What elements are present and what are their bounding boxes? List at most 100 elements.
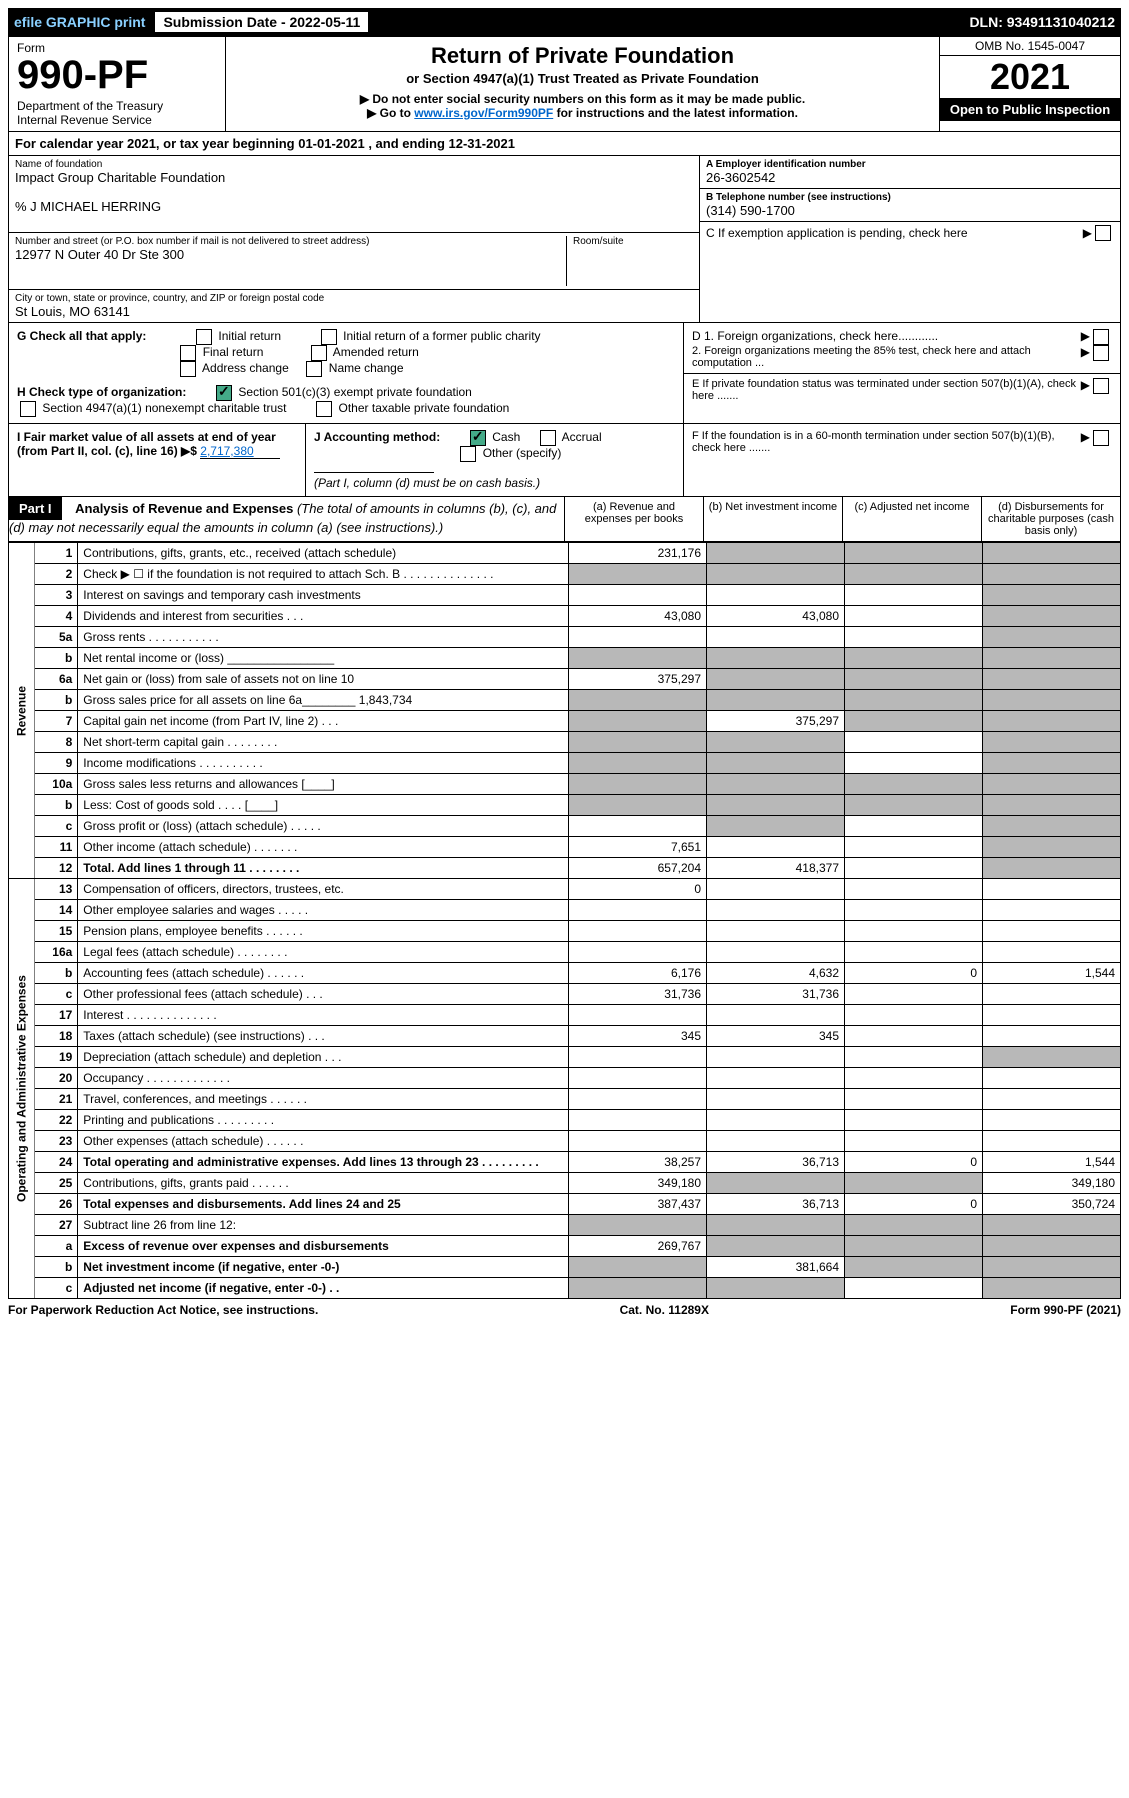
- j-label: J Accounting method:: [314, 430, 440, 444]
- table-row: Operating and Administrative Expenses13C…: [9, 879, 1121, 900]
- cell-value: [707, 627, 845, 648]
- cell-value: 381,664: [707, 1257, 845, 1278]
- cell-value: [707, 648, 845, 669]
- footer-left: For Paperwork Reduction Act Notice, see …: [8, 1303, 318, 1317]
- top-bar: efile GRAPHIC print Submission Date - 20…: [8, 8, 1121, 36]
- cell-value: [569, 1047, 707, 1068]
- cell-value: [707, 942, 845, 963]
- row-description: Excess of revenue over expenses and disb…: [78, 1236, 569, 1257]
- other-method-checkbox[interactable]: [460, 446, 476, 462]
- row-description: Occupancy . . . . . . . . . . . . .: [78, 1068, 569, 1089]
- row-description: Compensation of officers, directors, tru…: [78, 879, 569, 900]
- cell-value: [707, 1047, 845, 1068]
- row-number: b: [35, 963, 78, 984]
- row-number: 7: [35, 711, 78, 732]
- 501c3-checkbox[interactable]: [216, 385, 232, 401]
- row-number: 5a: [35, 627, 78, 648]
- table-row: 7Capital gain net income (from Part IV, …: [9, 711, 1121, 732]
- 4947-checkbox[interactable]: [20, 401, 36, 417]
- table-row: 9Income modifications . . . . . . . . . …: [9, 753, 1121, 774]
- 60month-checkbox[interactable]: [1093, 430, 1109, 446]
- cell-value: 349,180: [983, 1173, 1121, 1194]
- cell-value: [707, 564, 845, 585]
- exemption-pending-label: C If exemption application is pending, c…: [706, 226, 1083, 240]
- cell-value: [707, 669, 845, 690]
- row-number: 21: [35, 1089, 78, 1110]
- row-description: Dividends and interest from securities .…: [78, 606, 569, 627]
- row-number: c: [35, 984, 78, 1005]
- other-taxable-checkbox[interactable]: [316, 401, 332, 417]
- row-description: Check ▶ ☐ if the foundation is not requi…: [78, 564, 569, 585]
- cell-value: [983, 585, 1121, 606]
- cell-value: [569, 900, 707, 921]
- cell-value: [845, 1236, 983, 1257]
- row-description: Total expenses and disbursements. Add li…: [78, 1194, 569, 1215]
- opt-cash: Cash: [492, 430, 520, 444]
- foreign-85-checkbox[interactable]: [1093, 345, 1109, 361]
- cell-value: [707, 921, 845, 942]
- row-description: Gross sales less returns and allowances …: [78, 774, 569, 795]
- d2-label: 2. Foreign organizations meeting the 85%…: [692, 345, 1081, 369]
- row-description: Gross sales price for all assets on line…: [78, 690, 569, 711]
- cell-value: [983, 1278, 1121, 1299]
- address-change-checkbox[interactable]: [180, 361, 196, 377]
- initial-return-checkbox[interactable]: [196, 329, 212, 345]
- row-number: 22: [35, 1110, 78, 1131]
- cell-value: [845, 774, 983, 795]
- cell-value: [983, 1215, 1121, 1236]
- exemption-checkbox[interactable]: [1095, 225, 1111, 241]
- fmv-value[interactable]: 2,717,380: [200, 444, 280, 459]
- irs-link[interactable]: www.irs.gov/Form990PF: [414, 106, 553, 120]
- h-label: H Check type of organization:: [17, 385, 186, 399]
- row-description: Legal fees (attach schedule) . . . . . .…: [78, 942, 569, 963]
- cash-checkbox[interactable]: [470, 430, 486, 446]
- cell-value: [569, 816, 707, 837]
- form-subtitle: or Section 4947(a)(1) Trust Treated as P…: [236, 71, 929, 86]
- cell-value: 375,297: [569, 669, 707, 690]
- opt-addr: Address change: [202, 361, 289, 375]
- cell-value: 350,724: [983, 1194, 1121, 1215]
- table-row: 15Pension plans, employee benefits . . .…: [9, 921, 1121, 942]
- form-instructions: ▶ Do not enter social security numbers o…: [236, 92, 929, 120]
- amended-checkbox[interactable]: [311, 345, 327, 361]
- form-title: Return of Private Foundation: [236, 43, 929, 69]
- row-number: 18: [35, 1026, 78, 1047]
- row-description: Contributions, gifts, grants paid . . . …: [78, 1173, 569, 1194]
- cell-value: [845, 711, 983, 732]
- final-return-checkbox[interactable]: [180, 345, 196, 361]
- row-description: Accounting fees (attach schedule) . . . …: [78, 963, 569, 984]
- efile-link[interactable]: efile GRAPHIC print: [14, 14, 145, 30]
- row-number: 2: [35, 564, 78, 585]
- row-number: 10a: [35, 774, 78, 795]
- cell-value: [569, 1005, 707, 1026]
- cell-value: [983, 1110, 1121, 1131]
- row-number: b: [35, 795, 78, 816]
- table-row: 11Other income (attach schedule) . . . .…: [9, 837, 1121, 858]
- table-row: 24Total operating and administrative exp…: [9, 1152, 1121, 1173]
- row-number: b: [35, 1257, 78, 1278]
- cell-value: [845, 753, 983, 774]
- row-description: Net gain or (loss) from sale of assets n…: [78, 669, 569, 690]
- opt-accrual: Accrual: [562, 430, 602, 444]
- row-number: 6a: [35, 669, 78, 690]
- cell-value: [983, 879, 1121, 900]
- open-public-badge: Open to Public Inspection: [940, 98, 1120, 121]
- cell-value: [983, 1005, 1121, 1026]
- row-number: 25: [35, 1173, 78, 1194]
- initial-former-checkbox[interactable]: [321, 329, 337, 345]
- row-number: a: [35, 1236, 78, 1257]
- cell-value: 345: [569, 1026, 707, 1047]
- opt-501c3: Section 501(c)(3) exempt private foundat…: [238, 385, 471, 399]
- row-description: Other professional fees (attach schedule…: [78, 984, 569, 1005]
- opt-other-taxable: Other taxable private foundation: [339, 401, 510, 415]
- phone-label: B Telephone number (see instructions): [706, 192, 1114, 203]
- name-change-checkbox[interactable]: [306, 361, 322, 377]
- street-address: 12977 N Outer 40 Dr Ste 300: [15, 247, 566, 262]
- table-row: bAccounting fees (attach schedule) . . .…: [9, 963, 1121, 984]
- accrual-checkbox[interactable]: [540, 430, 556, 446]
- row-number: 26: [35, 1194, 78, 1215]
- table-row: 4Dividends and interest from securities …: [9, 606, 1121, 627]
- terminated-checkbox[interactable]: [1093, 378, 1109, 394]
- cell-value: [845, 900, 983, 921]
- foreign-org-checkbox[interactable]: [1093, 329, 1109, 345]
